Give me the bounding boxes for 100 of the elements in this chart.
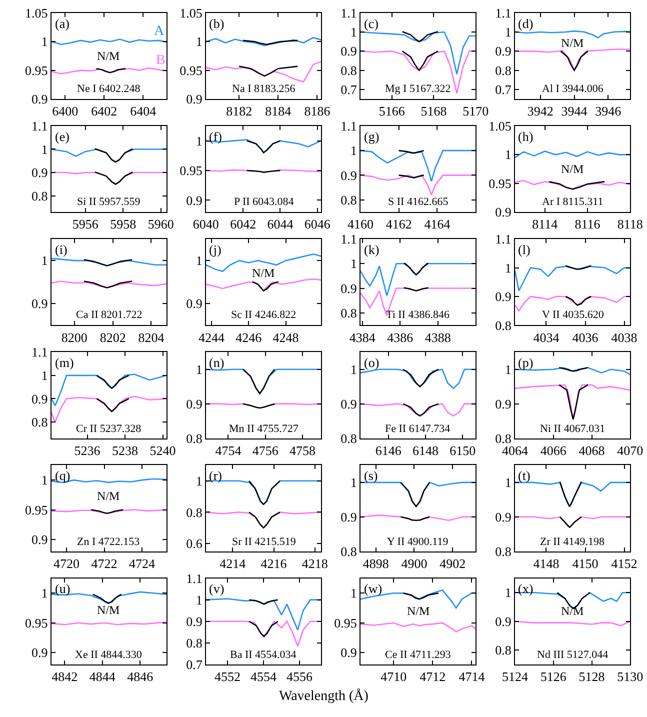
x-tick-label: 4900 — [401, 556, 428, 571]
y-tick-label: 1.1 — [32, 118, 48, 134]
x-tick-label: 4038 — [611, 330, 638, 345]
x-tick-label: 4070 — [617, 442, 644, 458]
x-tick-label: 4246 — [236, 330, 262, 345]
x-tick-label: 4214 — [220, 556, 246, 571]
x-tick-label: 4384 — [349, 330, 376, 345]
annotation: (s) — [364, 468, 378, 483]
annotation: Xe II 4844.330 — [75, 649, 142, 661]
line-series — [96, 398, 130, 412]
annotation: Ca II 8201.722 — [76, 309, 142, 321]
annotation: (g) — [364, 129, 380, 144]
y-tick-label: 0.9 — [32, 645, 48, 660]
x-tick-label: 4148 — [533, 556, 560, 571]
y-tick-label: 0.8 — [340, 62, 357, 78]
y-tick-label: 1 — [504, 362, 512, 377]
annotation: N/M — [252, 266, 275, 280]
y-tick-label: 1 — [350, 362, 357, 377]
line-series — [514, 30, 630, 38]
y-tick-label: 1.1 — [186, 570, 202, 586]
line-series — [559, 481, 582, 508]
x-tick-label: 6400 — [52, 104, 78, 119]
x-tick-label: 4898 — [362, 556, 389, 571]
x-tick-label: 4244 — [198, 330, 225, 345]
x-tick-label: 4902 — [440, 556, 466, 571]
x-tick-label: 4150 — [572, 556, 598, 571]
annotation: Y II 4900.119 — [387, 536, 449, 548]
y-tick-label: 0.9 — [495, 289, 512, 304]
x-tick-label: 5170 — [462, 104, 489, 119]
y-tick-label: 0.9 — [340, 168, 357, 183]
x-tick-label: 8186 — [304, 104, 331, 119]
x-tick-label: 4162 — [386, 216, 412, 232]
annotation: (h) — [518, 129, 534, 144]
y-tick-label: 0.9 — [340, 44, 357, 59]
annotation: P II 6043.084 — [234, 196, 294, 208]
line-series — [246, 140, 281, 154]
x-tick-label: 4754 — [215, 442, 242, 458]
x-tick-label: 8116 — [574, 216, 601, 232]
x-tick-label: 5130 — [617, 669, 644, 684]
y-tick-label: 0.95 — [180, 62, 202, 78]
line-series — [51, 374, 167, 406]
annotation: (d) — [518, 16, 534, 31]
y-tick-label: 0.8 — [495, 62, 512, 78]
x-tick-label: 5240 — [150, 442, 176, 458]
line-series — [360, 174, 476, 196]
x-tick-label: 5958 — [110, 216, 136, 232]
annotation: Ba II 4554.034 — [230, 649, 297, 661]
line-series — [248, 512, 281, 529]
line-series — [51, 258, 167, 266]
x-tick-label: 4710 — [380, 669, 407, 684]
x-tick-label: 8200 — [61, 330, 88, 345]
annotation: N/M — [97, 489, 120, 503]
annotation: Sr II 4215.519 — [232, 536, 296, 548]
y-tick-label: 1 — [504, 147, 512, 162]
y-tick-label: 0.8 — [495, 642, 512, 658]
annotation: Si II 5957.559 — [77, 196, 141, 208]
x-tick-label: 5168 — [420, 104, 447, 119]
line-series — [94, 171, 134, 185]
annotation: (j) — [209, 242, 222, 257]
y-tick-label: 0.95 — [25, 502, 48, 518]
line-series — [514, 150, 630, 158]
y-tick-label: 1.1 — [340, 232, 357, 247]
line-series — [206, 36, 322, 46]
x-tick-label: 4066 — [540, 442, 567, 458]
x-tick-label: 5128 — [578, 669, 605, 684]
y-tick-label: 0.9 — [32, 391, 48, 406]
x-tick-label: 4720 — [54, 556, 80, 571]
y-tick-label: 0.9 — [32, 165, 48, 180]
annotation: S II 4162.665 — [388, 196, 449, 208]
x-tick-label: 4552 — [214, 669, 241, 684]
x-tick-label: 4712 — [420, 669, 446, 684]
annotation: (i) — [55, 242, 68, 257]
y-tick-label: 0.7 — [340, 82, 358, 98]
x-tick-label: 4758 — [290, 442, 316, 458]
line-series — [402, 50, 439, 71]
annotation: Zn I 4722.153 — [77, 536, 140, 548]
y-tick-label: 0.9 — [495, 44, 512, 59]
x-tick-label: 6148 — [412, 442, 438, 458]
y-tick-label: 0.9 — [495, 204, 512, 220]
x-tick-label: 4756 — [252, 442, 279, 458]
x-tick-label: 4714 — [458, 669, 486, 684]
annotation: Ti II 4386.846 — [386, 309, 450, 321]
line-series — [94, 148, 134, 163]
y-tick-label: 1 — [350, 143, 357, 158]
y-tick-label: 1.1 — [340, 5, 357, 20]
y-tick-label: 1 — [504, 260, 512, 276]
line-series — [51, 280, 167, 288]
line-series — [206, 598, 322, 631]
y-tick-label: 1.1 — [32, 344, 48, 360]
y-tick-label: 0.8 — [186, 430, 202, 446]
annotation: (f) — [209, 129, 222, 144]
y-tick-label: 1 — [350, 256, 357, 272]
x-tick-label: 4152 — [611, 556, 638, 571]
annotation: (k) — [364, 242, 380, 257]
x-tick-label: 6146 — [375, 442, 402, 458]
y-tick-label: 1 — [41, 142, 48, 157]
y-tick-label: 0.95 — [25, 615, 48, 630]
y-tick-label: 1 — [350, 586, 357, 601]
x-tick-label: 8204 — [138, 330, 165, 345]
x-tick-label: 3942 — [527, 104, 554, 119]
